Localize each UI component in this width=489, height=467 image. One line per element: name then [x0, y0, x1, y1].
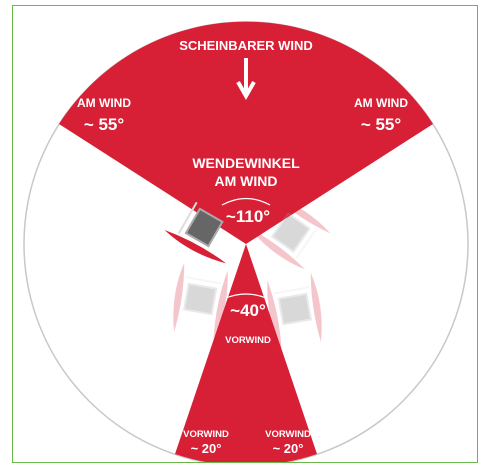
no-go-sector: [59, 21, 433, 245]
sector-label: AM WIND: [215, 173, 278, 189]
sector-label: VORWIND: [183, 429, 229, 440]
sector-label: AM WIND: [77, 96, 131, 110]
sector-angle: ~ 55°: [361, 115, 402, 134]
angle-arc: [221, 197, 271, 206]
angle-arc: [225, 293, 267, 299]
wind-arrow: [236, 58, 256, 101]
sector-angle: ~110°: [226, 207, 270, 226]
sector-label: VORWIND: [225, 335, 271, 346]
sector-label: VORWIND: [265, 429, 311, 440]
title: SCHEINBARER WIND: [179, 38, 313, 53]
downwind-sector: [175, 244, 317, 462]
sector-angle: ~ 20°: [273, 441, 304, 456]
sector-label: WENDEWINKEL: [192, 155, 300, 171]
sector-angle: ~ 20°: [191, 441, 222, 456]
sector-angle: ~ 55°: [84, 115, 125, 134]
sector-angle: ~40°: [230, 301, 266, 320]
sector-label: AM WIND: [354, 96, 408, 110]
